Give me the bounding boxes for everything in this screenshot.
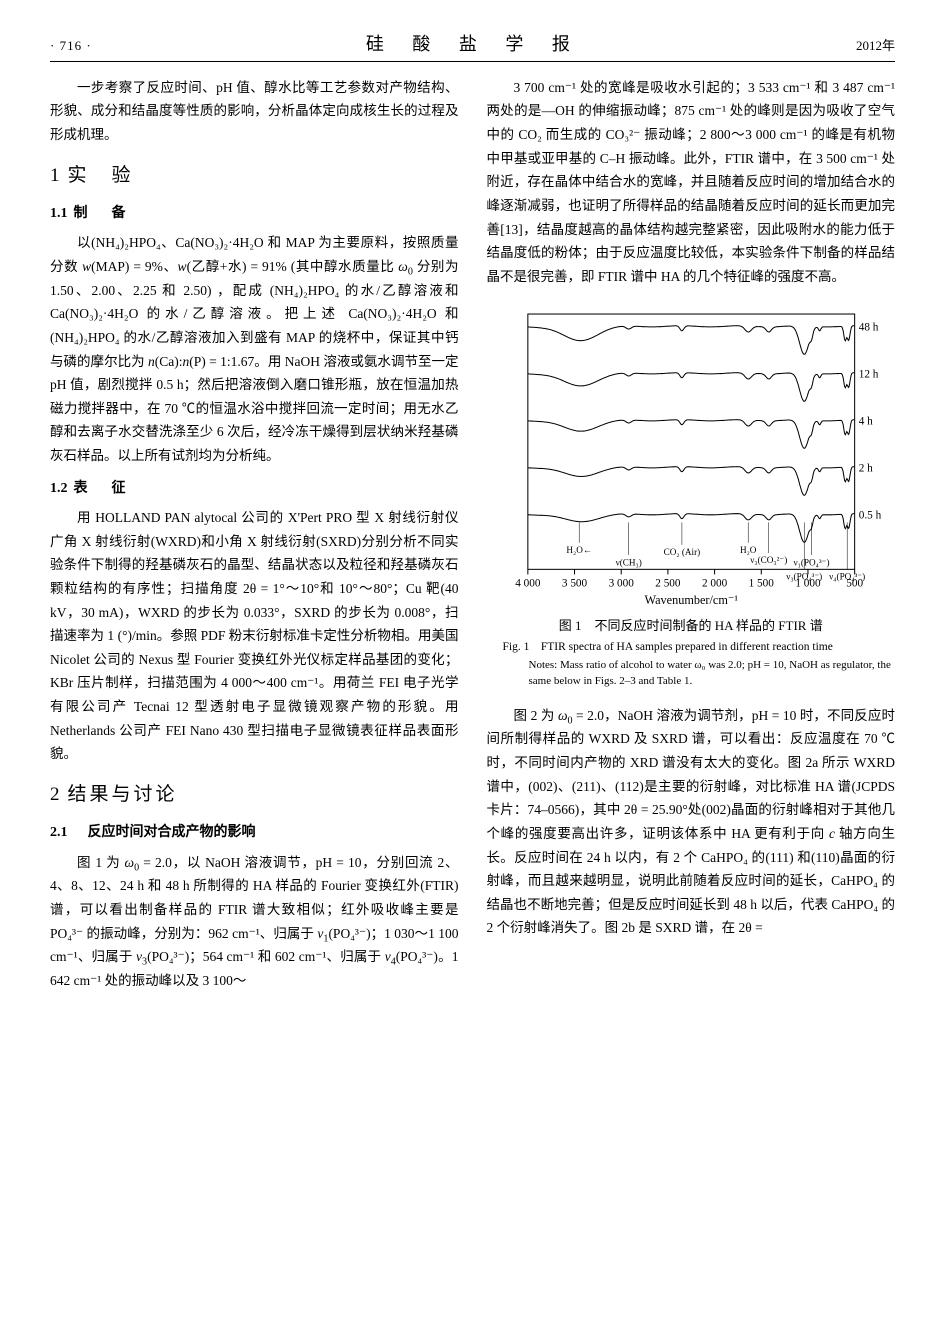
journal-title: 硅 酸 盐 学 报 [366,30,582,59]
subsection-1-2-num: 1.2 [50,481,68,496]
two-column-layout: 一步考察了反应时间、pH 值、醇水比等工艺参数对产物结构、形貌、成分和结晶度等性… [50,76,895,993]
svg-text:ν₁(PO₄³⁻): ν₁(PO₄³⁻) [793,558,829,568]
section-2-heading: 2 结果与讨论 [50,780,459,810]
subsection-1-1-heading: 1.1 制 备 [50,201,459,225]
svg-text:ν₄(PO₄³⁻): ν₄(PO₄³⁻) [829,572,865,582]
subsection-1-2-heading: 1.2 表 征 [50,476,459,500]
fig-caption-text: FTIR spectra of HA samples prepared in d… [541,641,833,653]
subsection-1-2-title: 表 征 [74,479,131,495]
results-paragraph-2: 3 700 cm⁻¹ 处的宽峰是吸收水引起的；3 533 cm⁻¹ 和 3 48… [487,76,896,289]
svg-text:2 000: 2 000 [701,578,727,590]
section-1-heading: 1 实 验 [50,161,459,191]
svg-text:ν(CH₃): ν(CH₃) [615,558,641,568]
left-column: 一步考察了反应时间、pH 值、醇水比等工艺参数对产物结构、形貌、成分和结晶度等性… [50,76,459,993]
svg-text:4 000: 4 000 [515,578,541,590]
figure-1: 4 0003 5003 0002 5002 0001 5001 000500Wa… [487,302,896,689]
section-2-num: 2 [50,784,60,805]
section-1-title: 实 验 [68,165,134,186]
right-column: 3 700 cm⁻¹ 处的宽峰是吸收水引起的；3 533 cm⁻¹ 和 3 48… [487,76,896,993]
subsection-2-1-num: 2.1 [50,825,68,840]
text: 轴方向生长。反应时间在 24 h 以内，有 2 个 CaHPO₄ 的(111) … [487,826,896,936]
page-header: · 716 · 硅 酸 盐 学 报 2012年 [50,30,895,62]
figure-1-notes: Notes: Mass ratio of alcohol to water ω₀… [487,658,896,690]
svg-text:ν₃(CO₃²⁻): ν₃(CO₃²⁻) [750,556,787,566]
svg-text:0.5 h: 0.5 h [858,510,881,522]
figure-1-caption-en: Fig. 1 FTIR spectra of HA samples prepar… [525,639,896,656]
svg-text:2 h: 2 h [858,463,872,475]
text: (乙醇+水) = 91% (其中醇水质量比 [187,259,399,274]
text: (PO₄³⁻)；564 cm⁻¹ 和 602 cm⁻¹、归属于 [147,949,385,964]
subsection-2-1-heading: 2.1 反应时间对合成产物的影响 [50,820,459,844]
text: 图 1 为 [77,855,125,870]
svg-text:H₂O←: H₂O← [566,545,592,555]
text: 图 2 为 [514,708,558,723]
ftir-spectra-plot: 4 0003 5003 0002 5002 0001 5001 000500Wa… [487,302,896,612]
text: (Ca): [155,354,183,369]
results-paragraph-1: 图 1 为 ω0 = 2.0，以 NaOH 溶液调节，pH = 10，分别回流 … [50,851,459,993]
subsection-1-1-title: 制 备 [74,204,131,220]
svg-text:H₂O: H₂O [739,545,756,555]
var-omega0: ω [398,259,408,274]
svg-text:Wavenumber/cm⁻¹: Wavenumber/cm⁻¹ [644,593,738,607]
svg-text:CO₂ (Air): CO₂ (Air) [663,547,700,557]
subsection-1-1-num: 1.1 [50,206,68,221]
page-year: 2012年 [856,36,895,57]
var-w: w [178,259,187,274]
svg-text:48 h: 48 h [858,322,878,334]
svg-text:2 500: 2 500 [655,578,681,590]
subsection-2-1-title: 反应时间对合成产物的影响 [88,823,256,839]
var-omega0: ω [125,855,135,870]
text: (MAP) = 9%、 [91,259,177,274]
intro-paragraph: 一步考察了反应时间、pH 值、醇水比等工艺参数对产物结构、形貌、成分和结晶度等性… [50,76,459,147]
prep-paragraph: 以(NH₄)₂HPO₄、Ca(NO₃)₂·4H₂O 和 MAP 为主要原料，按照… [50,231,459,467]
characterization-paragraph: 用 HOLLAND PAN alytocal 公司的 X'Pert PRO 型 … [50,506,459,766]
ftir-svg: 4 0003 5003 0002 5002 0001 5001 000500Wa… [487,302,896,612]
page-number: · 716 · [50,36,92,57]
svg-text:3 500: 3 500 [561,578,587,590]
var-w: w [82,259,91,274]
results-paragraph-3: 图 2 为 ω0 = 2.0，NaOH 溶液为调节剂，pH = 10 时，不同反… [487,704,896,940]
svg-text:3 000: 3 000 [608,578,634,590]
figure-1-caption-zh: 图 1 不同反应时间制备的 HA 样品的 FTIR 谱 [487,616,896,637]
svg-text:1 500: 1 500 [748,578,774,590]
text: 分别为 1.50、2.00、2.25 和 2.50) ，配成 (NH₄)₂HPO… [50,259,459,369]
svg-text:ν₃(PO₄³⁻): ν₃(PO₄³⁻) [786,572,822,582]
text: (P) = 1:1.67。用 NaOH 溶液或氨水调节至一定 pH 值，剧烈搅拌… [50,354,459,464]
section-2-title: 结果与讨论 [68,784,178,805]
section-1-num: 1 [50,165,60,186]
var-n: n [148,354,155,369]
text: = 2.0，NaOH 溶液为调节剂，pH = 10 时，不同反应时间所制得样品的… [487,708,896,841]
svg-text:4 h: 4 h [858,416,872,428]
fig-label: Fig. 1 [503,641,530,653]
svg-text:12 h: 12 h [858,369,878,381]
